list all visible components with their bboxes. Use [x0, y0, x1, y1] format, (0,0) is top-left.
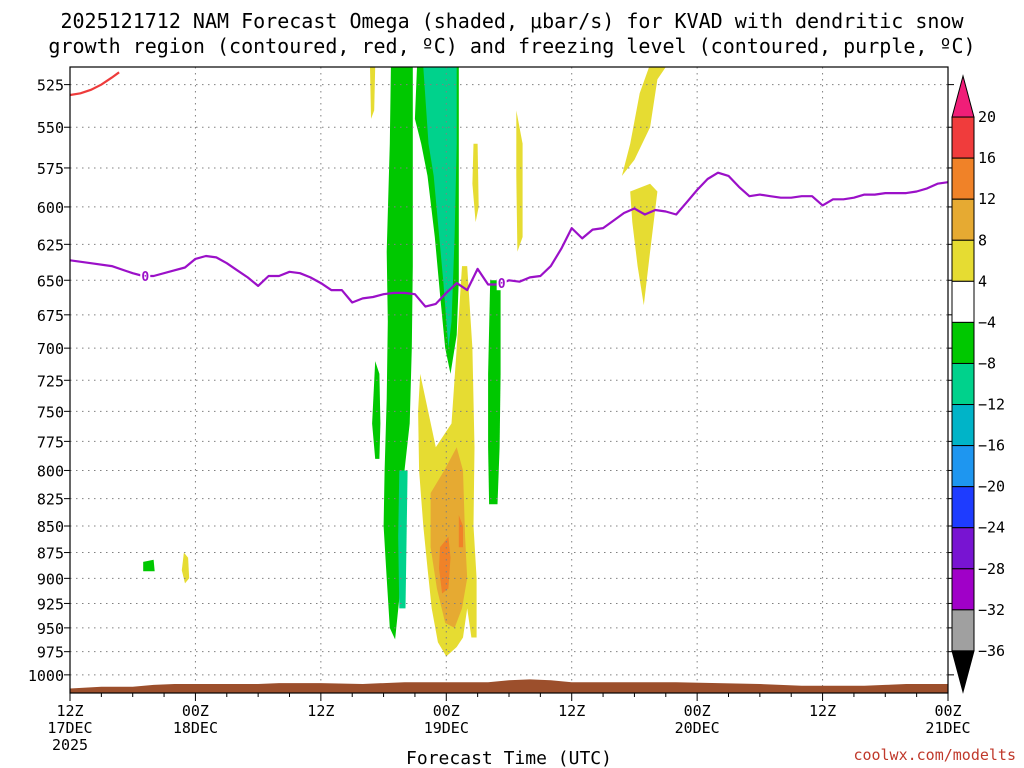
colorbar-label: 8 — [978, 231, 987, 249]
colorbar-label: 20 — [978, 108, 996, 126]
colorbar-box — [951, 527, 975, 570]
y-tick-label: 725 — [37, 372, 64, 390]
colorbar-bottom-arrow — [951, 650, 975, 694]
colorbar-box — [951, 362, 975, 406]
omega-region — [372, 361, 381, 459]
colorbar-box — [951, 404, 975, 447]
colorbar-box — [951, 157, 975, 200]
omega-region — [472, 143, 479, 223]
y-tick-label: 700 — [37, 340, 64, 358]
omega-region — [439, 536, 451, 594]
y-tick-label: 875 — [37, 545, 64, 563]
omega-region — [630, 183, 658, 306]
x-tick-label: 12Z — [307, 702, 334, 720]
colorbar-box — [951, 486, 975, 529]
freezing-level-label-bg — [496, 276, 507, 291]
y-tick-label: 750 — [37, 403, 64, 421]
y-tick-label: 525 — [37, 77, 64, 95]
chart-title-line-1: 2025121712 NAM Forecast Omega (shaded, μ… — [60, 9, 964, 33]
x-tick-label: 12Z — [56, 702, 83, 720]
colorbar-label: −4 — [978, 313, 996, 331]
omega-region — [398, 470, 408, 609]
colorbar-label: −12 — [978, 396, 1005, 414]
y-tick-label: 675 — [37, 307, 64, 325]
omega-shading-layer — [143, 67, 666, 657]
omega-region — [458, 515, 463, 548]
x-tick-label: 00Z — [934, 702, 961, 720]
omega-region — [621, 67, 666, 176]
y-tick-label: 1000 — [28, 667, 64, 685]
colorbar-label: −16 — [978, 437, 1005, 455]
x-tick-label: 00Z — [684, 702, 711, 720]
x-tick-label: 20DEC — [675, 719, 720, 737]
colorbar-box — [951, 280, 975, 323]
colorbar-label: −8 — [978, 354, 996, 372]
y-tick-label: 550 — [37, 119, 64, 137]
x-tick-label: 18DEC — [173, 719, 218, 737]
x-tick-label: 12Z — [809, 702, 836, 720]
x-tick-label: 19DEC — [424, 719, 469, 737]
x-axis-label: Forecast Time (UTC) — [406, 748, 612, 768]
x-tick-label: 00Z — [182, 702, 209, 720]
omega-region — [488, 280, 501, 505]
credit-text: coolwx.com/modelts — [853, 746, 1016, 764]
colorbar-box — [951, 609, 975, 652]
colorbar-label: 4 — [978, 272, 987, 290]
colorbar-box — [951, 239, 975, 282]
omega-region — [516, 110, 523, 252]
colorbar-label: −28 — [978, 560, 1005, 578]
omega-region — [181, 552, 190, 584]
colorbar-label: −32 — [978, 601, 1005, 619]
colorbar-label: −36 — [978, 642, 1005, 660]
y-tick-label: 825 — [37, 491, 64, 509]
colorbar-box — [951, 198, 975, 241]
y-axis: 525 550 575 600 625 650 675 700 725 750 775 800 825 8… — [28, 77, 954, 685]
y-tick-label: 625 — [37, 236, 64, 254]
colorbar-label: 16 — [978, 149, 996, 167]
omega-region — [143, 559, 155, 572]
omega-region — [370, 67, 376, 119]
colorbar-box — [951, 445, 975, 488]
y-tick-label: 775 — [37, 433, 64, 451]
x-tick-label: 00Z — [433, 702, 460, 720]
colorbar-legend: 20 16 12 8 4 −4 −8 −12 −16 −20 −24 −28 −32 −36 — [951, 74, 1005, 694]
x-tick-label: 12Z — [558, 702, 585, 720]
terrain-layer — [70, 679, 948, 693]
omega-region — [430, 447, 468, 628]
y-tick-label: 800 — [37, 462, 64, 480]
colorbar-label: 12 — [978, 190, 996, 208]
x-tick-label: 17DEC — [47, 719, 92, 737]
omega-region — [383, 67, 413, 640]
y-tick-label: 650 — [37, 272, 64, 290]
y-tick-label: 950 — [37, 620, 64, 638]
colorbar-top-arrow — [951, 74, 975, 118]
freezing-level-label: 0 — [498, 277, 506, 292]
x-tick-label: 21DEC — [925, 719, 970, 737]
colorbar-box — [951, 568, 975, 611]
y-tick-label: 975 — [37, 644, 64, 662]
dendritic-growth-contour — [70, 71, 120, 97]
colorbar-label: −20 — [978, 478, 1005, 496]
y-tick-label: 925 — [37, 595, 64, 613]
colorbar-box — [951, 116, 975, 159]
freezing-level-line — [70, 171, 948, 308]
y-tick-label: 575 — [37, 160, 64, 178]
y-tick-label: 900 — [37, 570, 64, 588]
freezing-level-label: 0 — [141, 270, 149, 285]
colorbar-label: −24 — [978, 519, 1005, 537]
y-tick-label: 850 — [37, 518, 64, 536]
terrain-surface — [70, 679, 948, 693]
y-tick-label: 600 — [37, 199, 64, 217]
chart-title-line-2: growth region (contoured, red, ºC) and f… — [48, 34, 975, 58]
colorbar-box — [951, 321, 975, 364]
omega-region — [423, 67, 457, 349]
freezing-level-label-bg — [140, 269, 151, 284]
x-tick-label: 2025 — [52, 736, 88, 754]
